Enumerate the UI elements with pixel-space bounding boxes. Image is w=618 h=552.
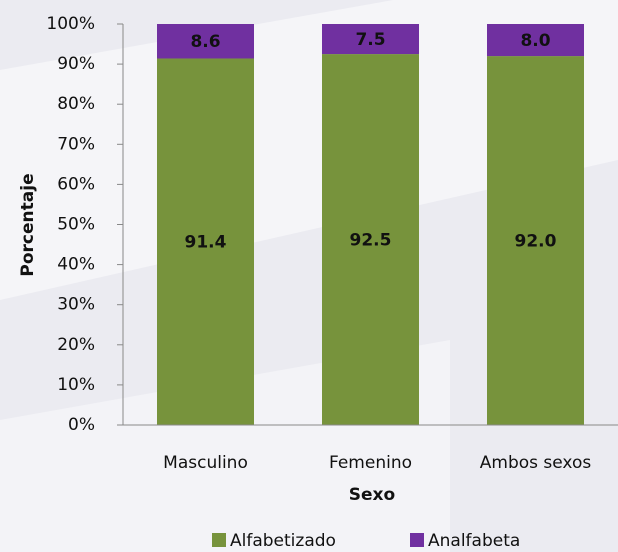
legend-swatch (212, 533, 226, 547)
data-label: 8.0 (520, 31, 550, 51)
bar-segment (487, 24, 584, 57)
y-tick-label: 80% (57, 94, 95, 114)
y-tick-label: 10% (57, 375, 95, 395)
y-tick-label: 100% (46, 14, 95, 34)
y-tick-label: 70% (57, 134, 95, 154)
bar-segment (157, 58, 254, 426)
y-axis-label: Porcentaje (18, 173, 38, 276)
data-label: 92.5 (350, 231, 392, 251)
legend-label: Analfabeta (428, 531, 520, 551)
y-tick-label: 30% (57, 295, 95, 315)
data-label: 8.6 (190, 32, 220, 52)
data-label: 92.0 (515, 232, 557, 252)
y-tick-label: 90% (57, 54, 95, 74)
legend-label: Alfabetizado (230, 531, 336, 551)
y-tick-label: 50% (57, 215, 95, 235)
y-tick-label: 0% (68, 415, 95, 435)
y-tick-label: 20% (57, 335, 95, 355)
data-label: 91.4 (185, 233, 227, 253)
background-shape (0, 0, 618, 300)
x-tick-label: Femenino (329, 453, 412, 473)
y-tick-label: 60% (57, 174, 95, 194)
legend-swatch (410, 533, 424, 547)
x-axis-label: Sexo (349, 485, 395, 505)
x-tick-label: Masculino (163, 453, 248, 473)
data-label: 7.5 (355, 30, 385, 50)
bar-segment (322, 24, 419, 55)
x-tick-label: Ambos sexos (480, 453, 592, 473)
bar-segment (157, 24, 254, 59)
y-tick-label: 40% (57, 255, 95, 275)
bar-segment (487, 56, 584, 426)
bar-segment (322, 54, 419, 425)
